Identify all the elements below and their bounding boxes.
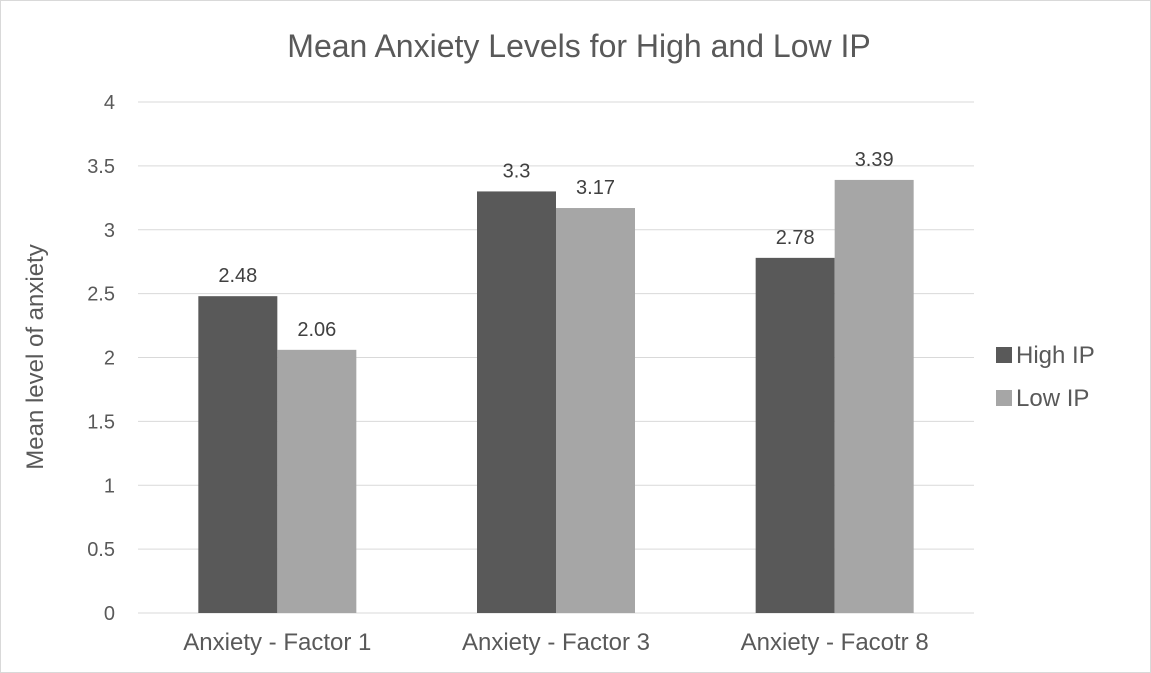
y-tick-label: 0.5 bbox=[87, 539, 115, 561]
y-tick-labels: 0 0.5 1 1.5 2 2.5 3 3.5 4 bbox=[87, 92, 115, 625]
data-label: 3.17 bbox=[576, 177, 615, 199]
category-label: Anxiety - Factor 1 bbox=[183, 629, 371, 656]
data-label: 3.39 bbox=[855, 149, 894, 171]
data-label: 2.48 bbox=[218, 265, 257, 287]
legend-swatch bbox=[996, 347, 1012, 363]
bar-low-ip bbox=[277, 349, 357, 613]
legend-label: High IP bbox=[1016, 342, 1095, 369]
y-tick-label: 3 bbox=[104, 220, 115, 242]
bar-high-ip bbox=[198, 296, 278, 613]
data-label: 2.06 bbox=[297, 319, 336, 341]
bar-low-ip bbox=[834, 179, 914, 614]
data-label: 3.3 bbox=[503, 160, 531, 182]
chart-title: Mean Anxiety Levels for High and Low IP bbox=[287, 28, 870, 64]
bar-high-ip bbox=[755, 257, 835, 613]
bar-low-ip bbox=[556, 208, 635, 613]
legend: High IP Low IP bbox=[996, 342, 1095, 412]
category-label: Anxiety - Facotr 8 bbox=[741, 629, 929, 656]
y-tick-label: 4 bbox=[104, 92, 115, 114]
legend-swatch bbox=[996, 390, 1012, 406]
y-axis-label: Mean level of anxiety bbox=[22, 244, 49, 469]
bar-high-ip bbox=[477, 191, 556, 614]
category-label: Anxiety - Factor 3 bbox=[462, 629, 650, 656]
y-tick-label: 2 bbox=[104, 348, 115, 370]
y-tick-label: 1.5 bbox=[87, 411, 115, 433]
y-tick-label: 3.5 bbox=[87, 156, 115, 178]
y-tick-label: 1 bbox=[104, 475, 115, 497]
data-labels: 2.48 2.06 3.3 3.17 2.78 3.39 bbox=[218, 149, 893, 341]
category-labels: Anxiety - Factor 1 Anxiety - Factor 3 Anxi… bbox=[183, 629, 928, 656]
y-tick-label: 2.5 bbox=[87, 284, 115, 306]
y-tick-label: 0 bbox=[104, 603, 115, 625]
legend-label: Low IP bbox=[1016, 385, 1089, 412]
bars bbox=[198, 179, 914, 614]
data-label: 2.78 bbox=[776, 227, 815, 249]
